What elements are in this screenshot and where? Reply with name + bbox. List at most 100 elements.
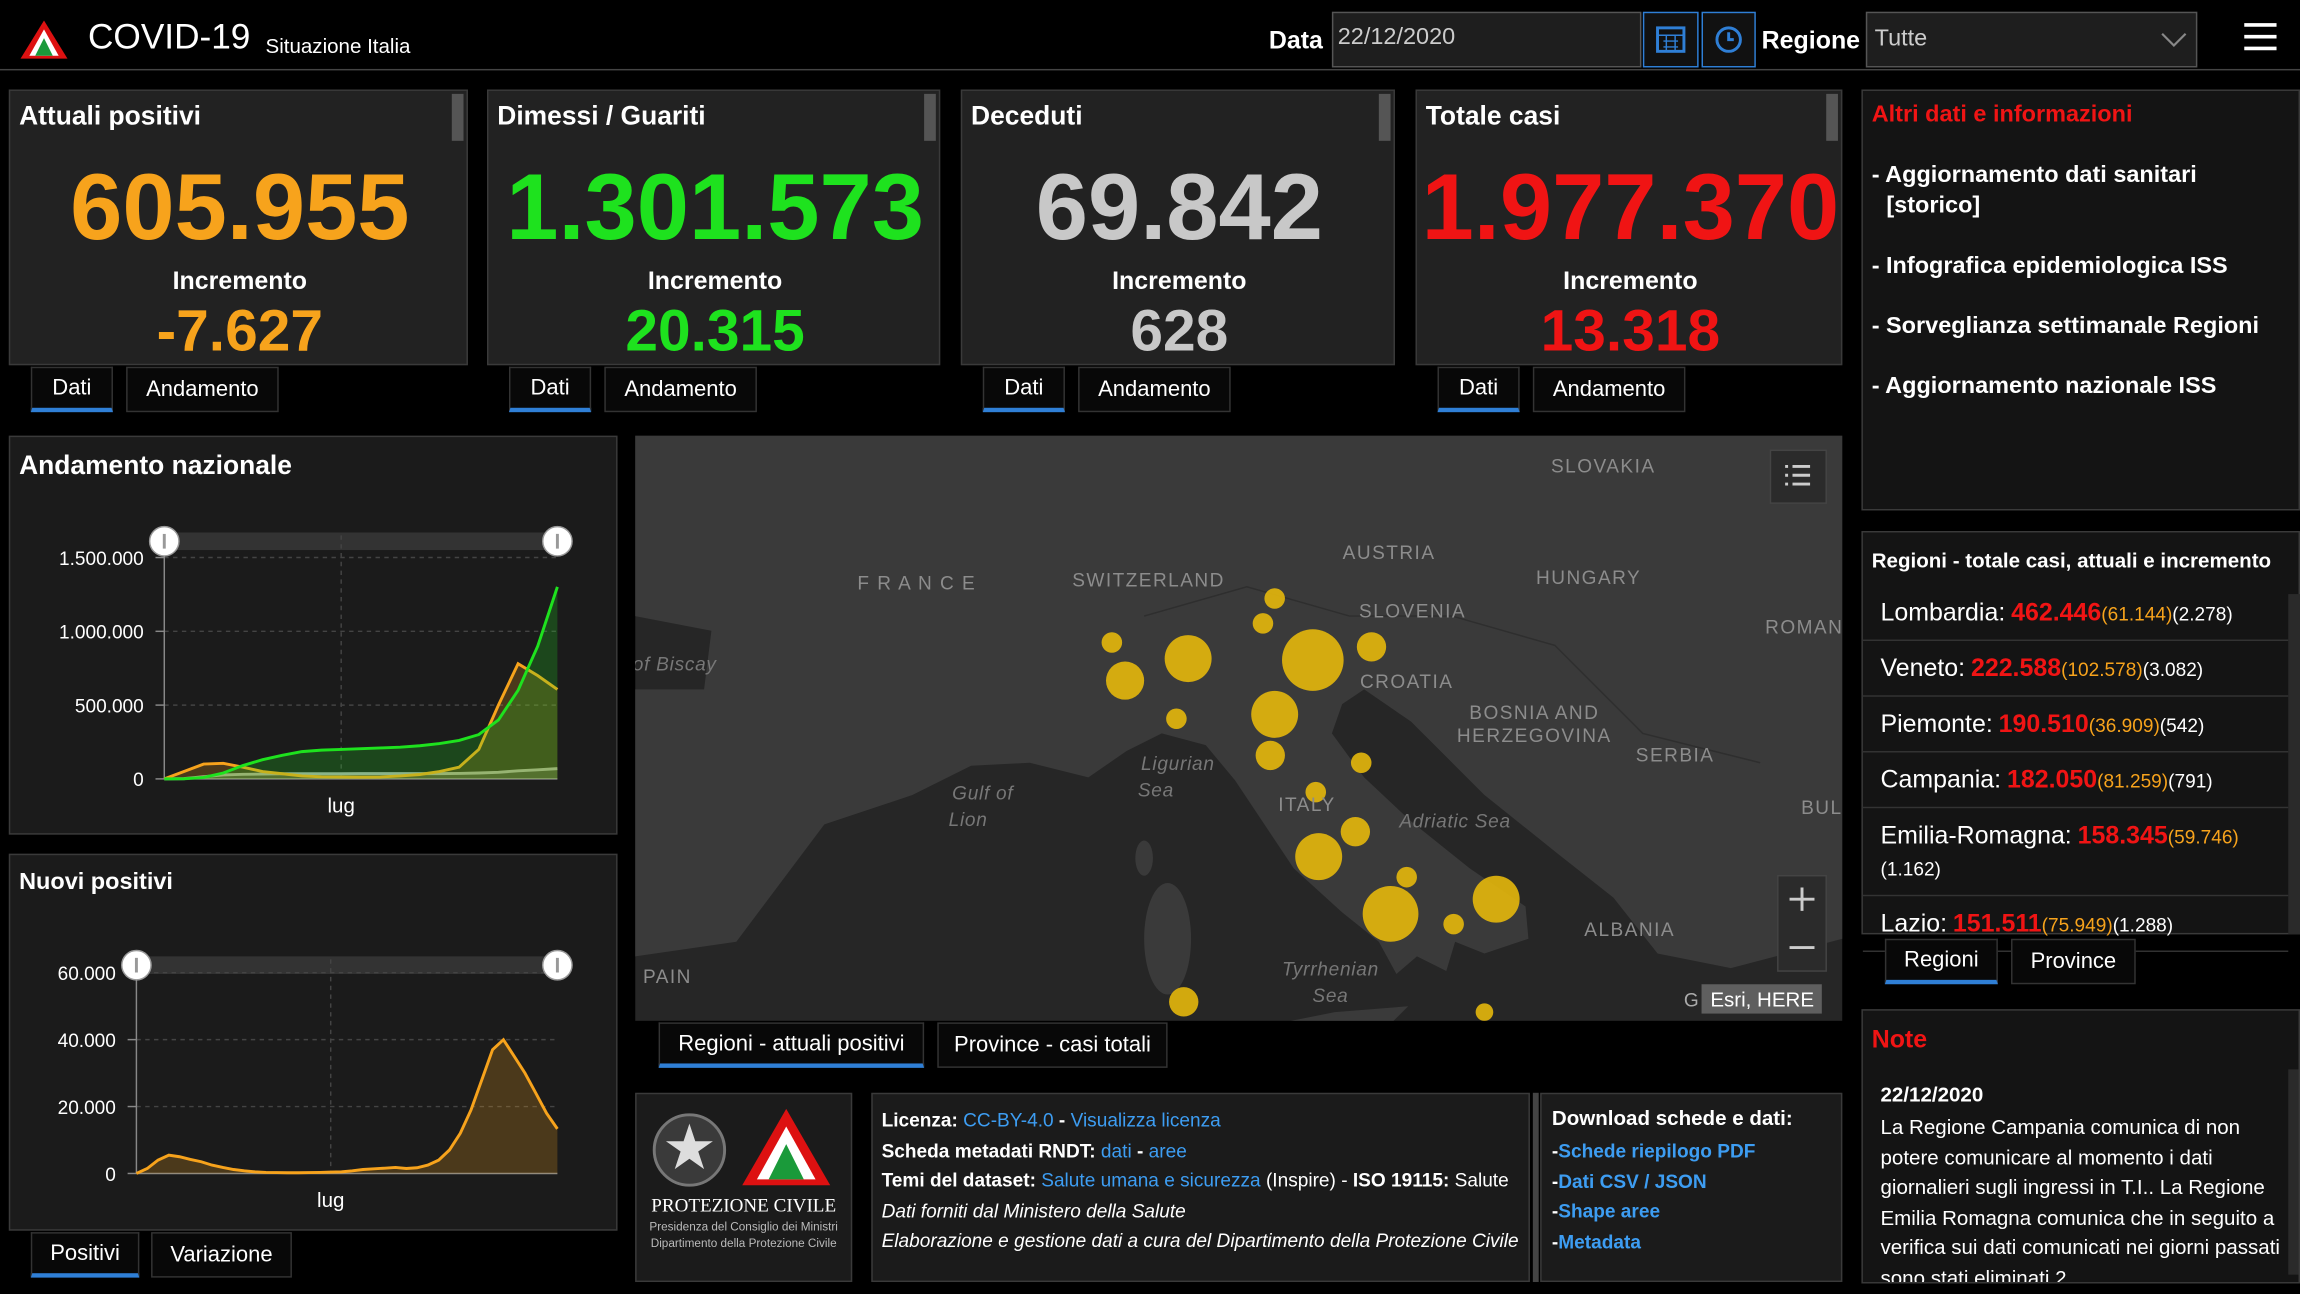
- link[interactable]: Dati CSV / JSON: [1558, 1169, 1707, 1192]
- region-bubble[interactable]: [1443, 913, 1464, 935]
- card-scrollbar[interactable]: [1378, 93, 1391, 141]
- link[interactable]: aree: [1148, 1139, 1187, 1162]
- license-box: Licenza: CC-BY-4.0 - Visualizza licenza S…: [871, 1092, 1530, 1283]
- link[interactable]: Salute umana e sicurezza: [1041, 1169, 1261, 1192]
- map-label: Ligurian: [1141, 754, 1215, 775]
- scrollbar[interactable]: [2288, 594, 2300, 935]
- map-label: SLOVAKIA: [1551, 456, 1656, 477]
- map-label: Sea: [1138, 780, 1174, 801]
- link[interactable]: Metadata: [1558, 1230, 1641, 1253]
- tab[interactable]: Dati: [1437, 366, 1520, 413]
- region-bubble[interactable]: [1305, 781, 1327, 803]
- tab[interactable]: Dati: [982, 366, 1065, 413]
- dropdown-arrow: [2161, 32, 2187, 47]
- region-row[interactable]: Emilia-Romagna: 158.345(59.746) (1.162): [1862, 808, 2289, 897]
- region-bubble[interactable]: [1166, 708, 1187, 730]
- land: [635, 435, 1843, 974]
- region-bubble[interactable]: [1396, 866, 1417, 888]
- tab[interactable]: Regioni: [1884, 938, 1998, 985]
- region-total: 462.446: [2011, 598, 2102, 627]
- tab[interactable]: Positivi: [30, 1232, 140, 1278]
- stat-card: Totale casi 1.977.370 Incremento 13.318: [1415, 89, 1843, 366]
- link[interactable]: Schede riepilogo PDF: [1558, 1139, 1756, 1162]
- national-chart-panel: Andamento nazionale: [8, 435, 618, 835]
- region-name: Lombardia:: [1880, 598, 2006, 627]
- region-bubble[interactable]: [1252, 613, 1274, 634]
- tab[interactable]: Province: [2011, 938, 2136, 985]
- region-select[interactable]: Tutte: [1865, 11, 2198, 68]
- region-bubble[interactable]: [1251, 690, 1299, 738]
- stat-card: Deceduti 69.842 Incremento 628: [960, 89, 1395, 366]
- info-link[interactable]: - Sorveglianza settimanale Regioni: [1871, 313, 2260, 339]
- card-title: Deceduti: [971, 101, 1083, 131]
- corsica: [1135, 840, 1153, 876]
- region-bubble[interactable]: [1255, 740, 1285, 771]
- time-button[interactable]: [1701, 11, 1756, 68]
- card-scrollbar[interactable]: [924, 93, 936, 141]
- region-bubble[interactable]: [1362, 885, 1419, 942]
- card-value: 1.977.370: [1421, 154, 1840, 260]
- tab[interactable]: Andamento: [1078, 366, 1231, 413]
- region-bubble[interactable]: [1282, 629, 1344, 691]
- region-name: Campania:: [1880, 765, 2002, 794]
- bullet: -: [1551, 1230, 1559, 1253]
- map-label: Adriatic Sea: [1398, 811, 1510, 832]
- map-label: SERBIA: [1636, 745, 1715, 766]
- region-bubble[interactable]: [1356, 632, 1387, 662]
- region-bubble[interactable]: [1472, 875, 1520, 923]
- license-line: Temi del dataset: Salute umana e sicurez…: [882, 1166, 1524, 1196]
- link[interactable]: CC-BY-4.0: [963, 1108, 1054, 1131]
- region-bubble[interactable]: [1340, 817, 1371, 847]
- info-link[interactable]: - Aggiornamento nazionale ISS: [1871, 374, 2217, 399]
- map-label: of Biscay: [635, 654, 717, 675]
- region-name: Emilia-Romagna:: [1880, 821, 2072, 850]
- tab[interactable]: Dati: [508, 366, 592, 413]
- tab[interactable]: Province - casi totali: [937, 1022, 1168, 1068]
- tab[interactable]: Andamento: [126, 366, 279, 413]
- card-scrollbar[interactable]: [451, 93, 464, 141]
- scrollbar[interactable]: [2288, 1069, 2299, 1275]
- borders: [1143, 585, 1761, 764]
- region-bubble[interactable]: [1350, 752, 1372, 774]
- menu-button[interactable]: [2241, 21, 2279, 53]
- divider: [1532, 1092, 1539, 1283]
- zoom-in[interactable]: [1789, 887, 1815, 911]
- region-bubble[interactable]: [1101, 632, 1123, 653]
- calendar-button[interactable]: [1642, 11, 1699, 68]
- tab[interactable]: Andamento: [1532, 366, 1686, 413]
- card-increment: 628: [1130, 299, 1229, 364]
- region-bubble[interactable]: [1264, 588, 1285, 609]
- tab[interactable]: Regioni - attuali positivi: [658, 1022, 925, 1068]
- region-bubble[interactable]: [1169, 987, 1199, 1017]
- link[interactable]: Shape aree: [1558, 1200, 1661, 1223]
- info-link[interactable]: - Infografica epidemiologica ISS: [1871, 253, 2228, 279]
- region-bubble[interactable]: [1164, 635, 1212, 683]
- tab[interactable]: Andamento: [604, 366, 757, 413]
- tab[interactable]: Dati: [30, 366, 113, 413]
- region-bubble[interactable]: [1105, 661, 1145, 700]
- text: -: [1131, 1139, 1149, 1162]
- region-row[interactable]: Piemonte: 190.510(36.909)(542): [1862, 697, 2289, 753]
- map-label: BUL: [1801, 798, 1842, 819]
- map[interactable]: SLOVAKIA F R A N C E SWITZERLAND AUSTRIA HUN…: [635, 435, 1843, 1021]
- region-row[interactable]: Lazio: 151.511(75.949)(1.288): [1862, 896, 2289, 952]
- card-scrollbar[interactable]: [1826, 93, 1838, 141]
- link[interactable]: Visualizza licenza: [1070, 1108, 1221, 1131]
- tab[interactable]: Variazione: [151, 1232, 292, 1278]
- chart-title: Nuovi positivi: [19, 869, 173, 895]
- info-link[interactable]: - Aggiornamento dati sanitari [storico]: [1871, 162, 2197, 219]
- downloads-list: -Schede riepilogo PDF -Dati CSV / JSON -Sh…: [1552, 1137, 1838, 1258]
- logo-line1: PROTEZIONE CIVILE: [651, 1194, 837, 1217]
- region-bubble[interactable]: [1295, 833, 1343, 881]
- regions-panel: Regioni - totale casi, attuali e increme…: [1861, 530, 2300, 952]
- license-line: Scheda metadati RNDT: dati - aree: [882, 1136, 1524, 1166]
- region-bubble[interactable]: [1475, 1003, 1494, 1021]
- region-row[interactable]: Veneto: 222.588(102.578)(3.082): [1862, 641, 2289, 697]
- region-row[interactable]: Campania: 182.050(81.259)(791): [1862, 752, 2289, 809]
- region-increment: (3.082): [2142, 658, 2204, 681]
- license-text: Licenza: CC-BY-4.0 - Visualizza licenza S…: [882, 1106, 1524, 1257]
- date-input[interactable]: 22/12/2020: [1331, 11, 1642, 68]
- region-row[interactable]: Lombardia: 462.446(61.144)(2.278): [1862, 585, 2289, 642]
- region-name: Veneto:: [1880, 654, 1966, 683]
- link[interactable]: dati: [1100, 1139, 1132, 1162]
